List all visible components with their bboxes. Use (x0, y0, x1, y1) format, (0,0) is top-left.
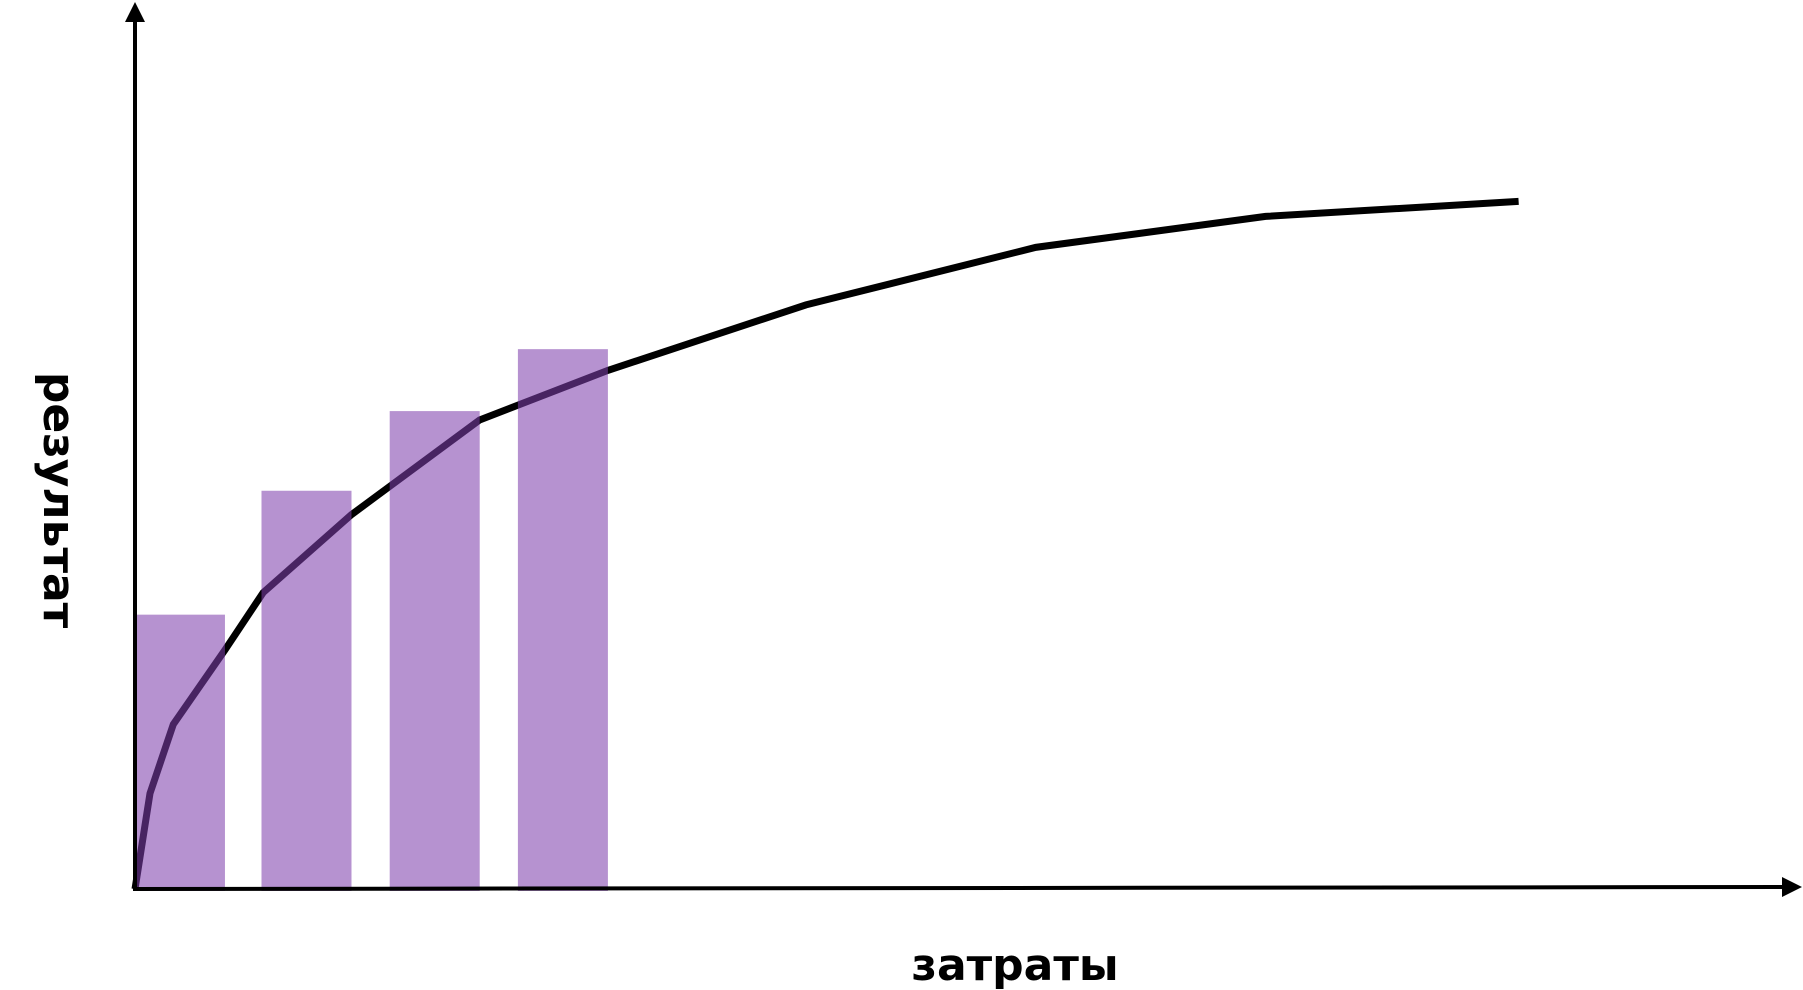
x-axis-label: затраты (911, 940, 1118, 990)
bar (261, 490, 352, 891)
plot-area (131, 197, 1519, 891)
bar (517, 349, 608, 891)
x-axis (132, 877, 1802, 898)
y-axis-label: результат (33, 372, 84, 629)
bar (389, 411, 480, 891)
bar (134, 614, 225, 891)
